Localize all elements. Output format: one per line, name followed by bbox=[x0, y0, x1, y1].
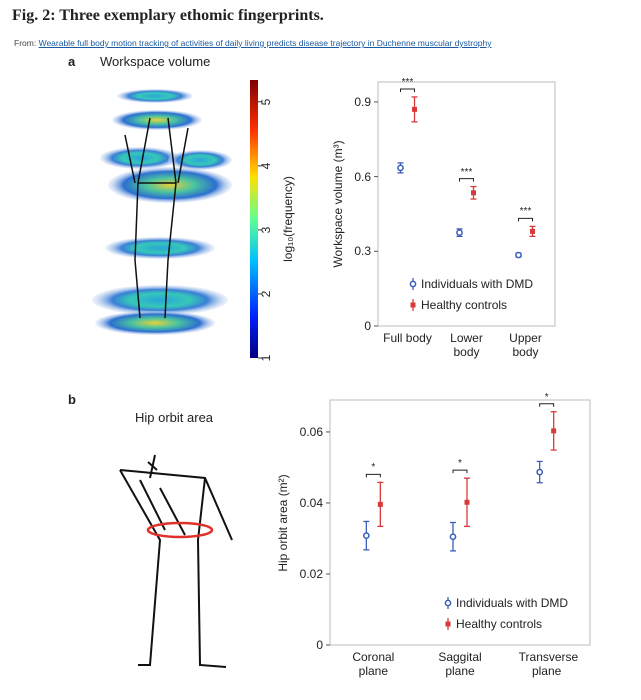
point bbox=[412, 106, 417, 112]
point bbox=[551, 428, 557, 434]
hip-figure bbox=[119, 454, 233, 668]
y-tick-label: 0.3 bbox=[354, 244, 371, 259]
point bbox=[456, 229, 463, 236]
y-tick-label: 0.6 bbox=[354, 169, 371, 184]
legend-label: Individuals with DMD bbox=[456, 595, 569, 610]
colorbar-tick-label: 2 bbox=[258, 290, 273, 298]
x-tick-label: Coronal plane bbox=[352, 650, 395, 679]
source-link[interactable]: Wearable full body motion tracking of ac… bbox=[38, 38, 492, 48]
panel-label: a bbox=[68, 54, 76, 69]
y-tick-label: 0.02 bbox=[299, 566, 323, 581]
significance-label: * bbox=[458, 458, 462, 470]
significance-label: *** bbox=[460, 166, 473, 178]
colorbar-tick-label: 1 bbox=[258, 354, 273, 362]
plot-frame bbox=[377, 81, 556, 327]
workspace-heatmap bbox=[92, 89, 232, 335]
panel-label: b bbox=[68, 392, 76, 407]
significance-bracket bbox=[518, 217, 533, 222]
point bbox=[449, 533, 457, 541]
y-tick-label: 0.04 bbox=[299, 495, 323, 510]
y-tick-label: 0 bbox=[364, 318, 371, 333]
significance-bracket bbox=[539, 403, 555, 407]
legend-label: Healthy controls bbox=[421, 297, 508, 312]
significance-label: *** bbox=[519, 206, 532, 218]
colorbar-tick-label: 4 bbox=[258, 162, 273, 170]
y-tick-label: 0.9 bbox=[354, 94, 371, 109]
x-tick-label: Full body bbox=[383, 331, 432, 345]
legend-marker bbox=[409, 280, 417, 288]
colorbar bbox=[250, 80, 258, 358]
x-tick-label: Upper body bbox=[509, 331, 542, 360]
colorbar-tick-label: 3 bbox=[258, 226, 273, 234]
legend-marker bbox=[444, 599, 452, 607]
point bbox=[530, 228, 535, 234]
legend-marker bbox=[445, 621, 451, 627]
point bbox=[362, 532, 370, 539]
significance-bracket bbox=[365, 473, 381, 478]
y-axis-label: Workspace volume (m³) bbox=[330, 140, 345, 268]
point bbox=[515, 251, 522, 259]
panel-title: Workspace volume bbox=[100, 54, 211, 69]
point bbox=[536, 468, 544, 476]
legend-label: Healthy controls bbox=[456, 616, 543, 631]
point bbox=[397, 164, 404, 172]
colorbar-tick-label: 5 bbox=[258, 98, 273, 106]
x-tick-label: Saggital plane bbox=[438, 650, 482, 679]
significance-label: * bbox=[544, 391, 549, 403]
colorbar-label: log₁₀(frequency) bbox=[280, 176, 295, 262]
significance-bracket bbox=[452, 469, 468, 474]
x-tick-label: Transverse plane bbox=[518, 650, 579, 679]
significance-bracket bbox=[459, 178, 474, 182]
y-axis-label: Hip orbit area (m²) bbox=[275, 473, 290, 572]
point bbox=[471, 190, 476, 196]
point bbox=[377, 501, 383, 507]
legend-marker bbox=[410, 302, 416, 308]
plot-frame bbox=[329, 399, 591, 646]
significance-label: *** bbox=[401, 76, 414, 88]
figure-title: Fig. 2: Three exemplary ethomic fingerpr… bbox=[12, 7, 324, 24]
x-tick-label: Lower body bbox=[450, 331, 483, 360]
figure-source: From: Wearable full body motion tracking… bbox=[14, 38, 492, 48]
source-prefix: From: bbox=[14, 38, 37, 48]
point bbox=[464, 499, 470, 505]
y-tick-label: 0 bbox=[316, 637, 323, 652]
significance-bracket bbox=[400, 88, 415, 92]
legend-label: Individuals with DMD bbox=[421, 276, 534, 291]
significance-label: * bbox=[371, 462, 376, 474]
panel-title: Hip orbit area bbox=[135, 410, 214, 425]
y-tick-label: 0.06 bbox=[299, 424, 323, 439]
